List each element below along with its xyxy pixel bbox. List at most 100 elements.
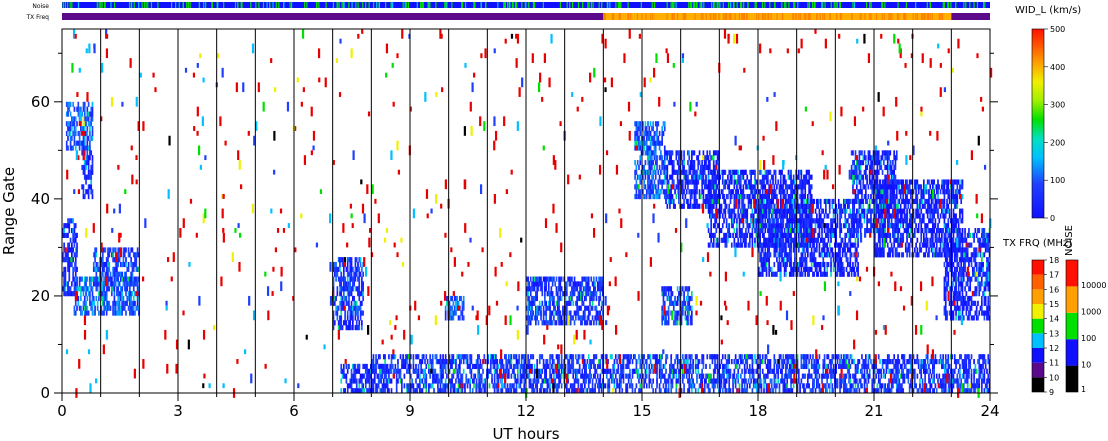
scatter-cell [670,189,673,195]
noise-bar-fleck [272,2,274,8]
scatter-cell [90,179,93,185]
scatter-cell [961,242,964,248]
scatter-cell [800,184,803,190]
scatter-cell [786,189,789,195]
scatter-cell [532,310,535,316]
scatter-cell [82,169,85,175]
scatter-cell [532,286,535,292]
scatter-cell [65,121,68,127]
scatter-cell [339,291,341,297]
scatter-cell [712,164,715,171]
scatter-cell [639,174,642,180]
scatter-cell [538,281,541,287]
scatter-cell [723,208,725,214]
scatter-cell [777,218,780,224]
scatter-cell [346,291,349,297]
scatter-cell [100,271,103,277]
scatter-cell [797,242,800,248]
scatter-cell [661,130,664,137]
scatter-cell [819,252,822,258]
scatter-cell [845,257,848,263]
scatter-cell [666,155,669,161]
scatter-cell [711,198,714,205]
scatter-cell [105,286,108,292]
scatter-cell [74,130,77,137]
scatter-cell [794,242,796,248]
scatter-cell [894,213,897,219]
scatter-cell [794,266,796,272]
scatter-cell [648,174,651,180]
scatter-cell [774,252,777,258]
scatter-cell [81,164,84,171]
scatter-cell [74,237,77,243]
txfreq-fleck [738,13,740,20]
scatter-cell [770,232,773,238]
noise-bar-fleck [716,2,718,8]
scatter-cell [817,198,819,205]
scatter-cell [880,160,883,166]
scatter-cell [907,184,910,190]
scatter-cell [809,198,812,205]
scatter-cell [767,194,769,200]
scatter-cell [812,257,814,263]
scatter-cell [689,198,692,205]
scatter-cell [737,203,740,209]
noise-bar-fleck [870,2,872,8]
scatter-cell [342,266,345,272]
scatter-cell [797,237,800,243]
scatter-cell [781,237,783,243]
scatter-cell [763,223,765,229]
noise-bar-fleck [451,2,453,8]
scatter-cell [868,179,871,185]
scatter-cell [132,266,135,272]
scatter-cell [559,320,562,326]
scatter-cell [645,194,648,200]
scatter-cell [857,232,859,238]
scatter-cell [946,203,948,209]
scatter-cell [359,315,362,321]
scatter-cell [926,227,929,234]
scatter-cell [803,218,805,224]
scatter-cell [540,305,542,311]
scatter-cell [661,155,664,161]
scatter-cell [123,247,126,253]
scatter-cell [636,130,639,137]
scatter-cell [912,208,915,214]
scatter-cell [868,208,871,214]
scatter-cell [822,237,825,243]
scatter-cell [346,271,349,277]
scatter-cell [76,121,78,127]
scatter-cell [554,281,557,287]
scatter-cell [773,194,776,200]
scatter-cell [117,252,120,258]
scatter-cell [117,291,120,297]
scatter-cell [738,203,741,209]
scatter-cell [741,169,743,175]
scatter-cell [129,295,131,302]
scatter-cell [788,261,791,268]
scatter-cell [91,116,94,122]
scatter-cell [765,203,768,209]
txfreq-fleck [652,13,654,20]
scatter-cell [359,257,362,263]
scatter-cell [782,213,785,219]
scatter-cell [774,174,777,180]
txfreq-fleck [627,13,629,20]
scatter-cell [732,223,734,229]
noise-bar-fleck [670,2,672,8]
scatter-cell [773,261,776,268]
noise-bar-fleck [566,2,568,8]
scatter-cell [65,140,68,146]
scatter-cell [845,223,848,229]
scatter-cell [577,295,580,302]
scatter-cell [739,174,742,180]
scatter-cell [728,179,731,185]
scatter-cell [577,315,580,321]
scatter-cell [568,295,571,302]
txfreq-fleck [898,13,900,20]
scatter-cell [850,223,853,229]
scatter-cell [747,184,750,190]
scatter-cell [943,218,946,224]
scatter-cell [782,247,785,253]
scatter-cell [585,295,587,302]
